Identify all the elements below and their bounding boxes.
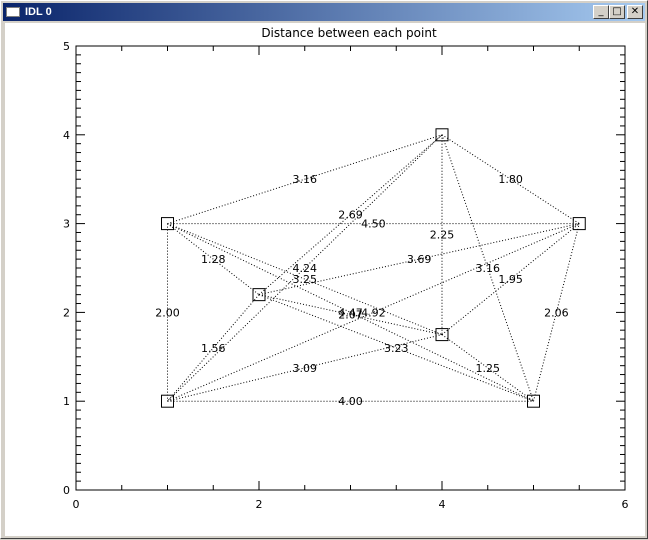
point-marker [435, 128, 449, 142]
edge-line [258, 294, 443, 336]
edges [167, 134, 580, 402]
edge-line [167, 223, 443, 336]
point-marker [252, 288, 266, 302]
edge-label: 4.24 [293, 262, 318, 275]
y-tick-label: 0 [63, 484, 70, 497]
point-marker [527, 394, 540, 408]
close-icon: ✕ [630, 6, 640, 17]
edge-label: 1.80 [498, 173, 523, 186]
edge-line [167, 134, 443, 402]
edge-line [167, 134, 443, 225]
y-tick-label: 5 [63, 40, 70, 53]
window-controls: _ □ ✕ [593, 5, 643, 19]
y-tick-label: 2 [63, 306, 70, 319]
edge-label: 4.47 [338, 306, 363, 319]
points [161, 128, 586, 408]
edge-line [167, 223, 260, 296]
maximize-button[interactable]: □ [609, 5, 625, 19]
edge-line [167, 294, 260, 402]
y-tick-label: 4 [63, 129, 70, 142]
y-tick-label: 1 [63, 395, 70, 408]
edge-label: 2.00 [155, 306, 180, 319]
plot-canvas: Distance between each point 0 2 4 6 0 1 2 3 4 5 1… [5, 23, 645, 536]
edge-label: 1.25 [476, 362, 501, 375]
edge-label: 4.00 [338, 395, 363, 408]
axes: 0 2 4 6 0 1 2 3 4 5 [63, 40, 629, 511]
edge-label: 2.06 [544, 306, 569, 319]
edge-line [167, 223, 534, 402]
edge-label: 3.16 [293, 173, 318, 186]
maximize-icon: □ [612, 6, 622, 17]
edge-label: 2.07 [338, 309, 363, 322]
distance-chart: Distance between each point 0 2 4 6 0 1 2 3 4 5 1… [63, 26, 629, 511]
edge-line [441, 223, 580, 335]
x-tick-label: 6 [622, 498, 629, 511]
point-marker [161, 394, 174, 408]
edge-line [258, 294, 534, 402]
edge-label: 2.25 [430, 229, 455, 242]
edge-label: 2.69 [338, 209, 363, 222]
edge-line [258, 223, 580, 296]
edge-labels: 1.28 2.00 3.16 3.25 4.47 4.50 1.56 2.69 2.07 3.23… [155, 173, 568, 408]
point-marker [572, 217, 586, 231]
chart-title: Distance between each point [261, 26, 437, 40]
edge-label: 1.56 [201, 342, 226, 355]
edge-label: 4.92 [361, 306, 386, 319]
y-tick-label: 3 [63, 218, 70, 231]
x-tick-label: 2 [256, 498, 263, 511]
x-tick-label: 0 [73, 498, 80, 511]
edge-line [533, 223, 580, 402]
minimize-button[interactable]: _ [593, 5, 609, 19]
point-marker [161, 217, 174, 231]
edge-line [441, 134, 534, 402]
edge-line [167, 334, 443, 402]
edge-label: 3.16 [476, 262, 501, 275]
close-button[interactable]: ✕ [627, 5, 643, 19]
title-bar[interactable]: IDL 0 _ □ ✕ [3, 3, 645, 21]
x-tick-label: 4 [439, 498, 446, 511]
edge-label: 1.28 [201, 253, 226, 266]
edge-label: 1.95 [498, 273, 523, 286]
edge-label: 3.25 [293, 273, 318, 286]
edge-label: 3.69 [407, 253, 432, 266]
window-icon[interactable] [6, 7, 20, 17]
window-title: IDL 0 [25, 6, 52, 18]
point-marker [435, 328, 449, 342]
edge-label: 4.50 [361, 218, 386, 231]
edge-line [441, 334, 534, 402]
edge-label: 3.09 [293, 362, 318, 375]
plot-frame [75, 45, 626, 491]
edge-label: 3.23 [384, 342, 409, 355]
edge-line [441, 134, 580, 225]
minimize-icon: _ [598, 6, 604, 17]
